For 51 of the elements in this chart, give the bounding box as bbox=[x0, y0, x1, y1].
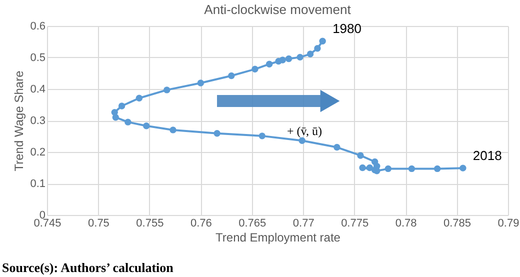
point bbox=[314, 45, 321, 52]
point bbox=[384, 165, 392, 172]
point bbox=[170, 126, 176, 134]
point bbox=[143, 122, 150, 130]
x-tick-label: 0.785 bbox=[444, 218, 472, 230]
y-axis-title: Trend Wage Share bbox=[12, 70, 26, 172]
point bbox=[306, 50, 314, 58]
chart-title: Anti-clockwise movement bbox=[204, 2, 352, 17]
point bbox=[460, 164, 466, 172]
point bbox=[357, 152, 364, 159]
point bbox=[366, 164, 374, 172]
point bbox=[319, 38, 326, 44]
point bbox=[434, 165, 441, 172]
point bbox=[275, 58, 282, 65]
point bbox=[374, 168, 380, 174]
x-tick-label: 0.79 bbox=[498, 218, 520, 230]
source-note: Source(s): Authors’ calculation bbox=[2, 260, 174, 275]
point bbox=[298, 137, 306, 144]
x-axis-title: Trend Employment rate bbox=[216, 230, 341, 244]
y-tick-label: 0.6 bbox=[30, 20, 46, 32]
point bbox=[124, 118, 132, 126]
point bbox=[228, 72, 235, 80]
x-tick-label: 0.75 bbox=[88, 218, 110, 230]
x-tick-label: 0.78 bbox=[395, 218, 417, 230]
x-tick-label: 0.755 bbox=[136, 218, 164, 230]
annotation: 2018 bbox=[472, 148, 502, 164]
y-tick-label: 0.2 bbox=[30, 146, 46, 158]
point bbox=[285, 55, 292, 62]
point bbox=[118, 102, 126, 110]
y-tick-label: 0.1 bbox=[30, 178, 46, 190]
point bbox=[112, 114, 119, 121]
x-tick-label: 0.775 bbox=[341, 218, 369, 230]
y-tick-label: 0.4 bbox=[30, 84, 46, 96]
point bbox=[164, 86, 170, 94]
point bbox=[258, 132, 266, 140]
annotation: + (v̄, ū) bbox=[287, 124, 322, 138]
x-tick-label: 0.76 bbox=[190, 218, 212, 230]
point bbox=[266, 60, 273, 68]
point bbox=[214, 130, 220, 137]
y-tick-label: 0.5 bbox=[30, 52, 46, 64]
point bbox=[252, 66, 258, 72]
point bbox=[296, 54, 304, 61]
point bbox=[408, 165, 416, 172]
annotation: 1980 bbox=[332, 21, 362, 36]
x-tick-label: 0.77 bbox=[292, 218, 314, 230]
point bbox=[359, 164, 366, 172]
point bbox=[136, 94, 143, 102]
point bbox=[197, 80, 204, 86]
x-tick-label: 0.765 bbox=[238, 218, 266, 230]
y-tick-label: 0.3 bbox=[30, 115, 46, 127]
point bbox=[334, 144, 340, 151]
